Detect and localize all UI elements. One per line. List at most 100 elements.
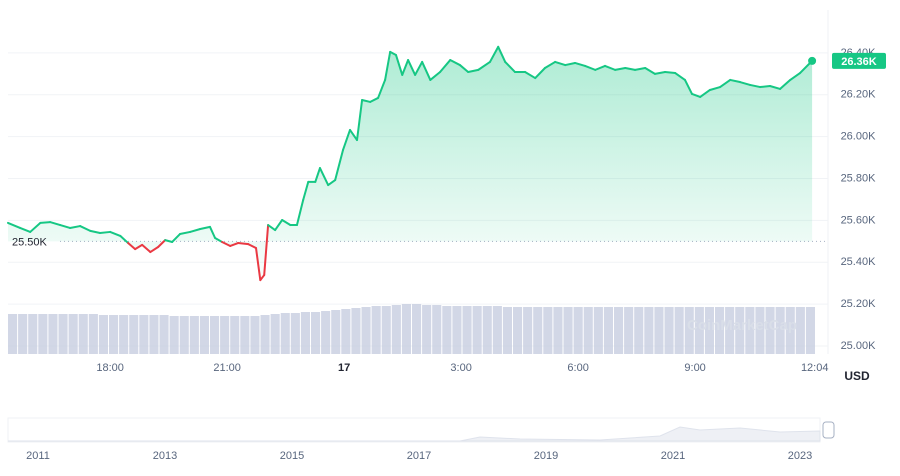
volume-bar (58, 314, 68, 354)
volume-bar (381, 306, 391, 354)
navigator-tick-label: 2011 (26, 450, 50, 462)
volume-bar (745, 307, 755, 354)
volume-bar (361, 307, 371, 354)
volume-bar (614, 307, 624, 354)
price-segment (421, 60, 432, 81)
price-segment (395, 54, 404, 76)
price-segment (255, 247, 262, 282)
volume-bar (38, 314, 48, 354)
price-segment (141, 243, 152, 254)
volume-bar (442, 306, 452, 354)
price-segment (439, 59, 452, 73)
price-segment (59, 224, 72, 229)
volume-bar (331, 310, 341, 354)
volume-bar (765, 307, 775, 354)
price-segment (534, 66, 546, 80)
x-tick-label: 12:04 (801, 362, 829, 374)
x-tick-label: 17 (338, 362, 350, 374)
price-segment (259, 274, 266, 282)
volume-bar (401, 304, 411, 354)
volume-bar (149, 315, 159, 354)
volume-bar (129, 315, 139, 354)
price-segment (614, 66, 627, 71)
price-segment (221, 240, 232, 247)
price-segment (149, 246, 160, 254)
volume-bar (341, 309, 351, 354)
price-segment (214, 237, 224, 243)
price-segment (29, 221, 42, 233)
price-segment (281, 219, 292, 227)
price-segment (356, 99, 364, 142)
volume-bar (321, 311, 331, 354)
price-segment (199, 225, 211, 231)
volume-bar (300, 312, 310, 354)
navigator-tick-label: 2013 (153, 450, 177, 462)
navigator-tick-label: 2021 (661, 450, 685, 462)
price-segment (263, 224, 270, 277)
volume-bar (755, 307, 765, 354)
price-segment (119, 234, 130, 245)
price-segment (341, 128, 351, 152)
volume-bar (250, 316, 260, 354)
price-segment (89, 229, 102, 234)
price-segment (594, 64, 607, 71)
price-segment (384, 50, 392, 81)
y-tick-label: 25.60K (841, 214, 877, 226)
price-segment (295, 198, 305, 227)
price-segment (759, 85, 771, 89)
volume-bar (553, 307, 563, 354)
price-segment (49, 221, 62, 227)
volume-bar (88, 314, 98, 354)
price-segment (407, 59, 417, 76)
volume-bar (644, 307, 654, 354)
volume-bar (290, 313, 300, 354)
volume-bar (523, 307, 533, 354)
price-segment (429, 70, 442, 81)
navigator-tick-label: 2019 (534, 450, 558, 462)
baseline-label: 25.50K (12, 236, 48, 248)
price-segment (564, 61, 577, 67)
price-segment (738, 81, 752, 86)
volume-bar (674, 307, 684, 354)
current-price-box (832, 52, 886, 69)
volume-bar (775, 307, 785, 354)
price-segment (237, 242, 250, 246)
price-segment (524, 70, 537, 80)
volume-bar (48, 314, 58, 354)
volume-bar (139, 315, 149, 354)
price-segment (504, 60, 516, 73)
volume-bar (583, 307, 593, 354)
y-tick-label: 25.80K (841, 172, 877, 184)
price-segment (477, 60, 491, 71)
volume-bar (210, 316, 220, 354)
price-segment (178, 230, 192, 236)
volume-bar (8, 314, 18, 354)
volume-bar (280, 313, 290, 354)
volume-bar (371, 306, 381, 354)
volume-bar (351, 308, 361, 354)
x-tick-label: 6:00 (567, 362, 588, 374)
price-segment (99, 230, 112, 234)
navigator-handle[interactable] (822, 421, 835, 439)
price-segment (302, 180, 310, 201)
price-segment (209, 225, 217, 240)
volume-bar (543, 307, 553, 354)
price-segment (267, 224, 277, 232)
volume-bar (482, 306, 492, 354)
volume-bar (573, 307, 583, 354)
price-segment (19, 226, 32, 233)
volume-bar (502, 307, 512, 354)
volume-bar (391, 305, 401, 354)
volume-bar (422, 305, 432, 354)
volume-bar (603, 307, 613, 354)
price-segment (314, 167, 321, 183)
price-segment (69, 225, 82, 229)
last-point (808, 56, 817, 65)
price-segment (497, 45, 507, 63)
x-tick-label: 9:00 (684, 362, 705, 374)
price-segment (7, 221, 22, 229)
volume-bar (452, 306, 462, 354)
volume-bar (795, 307, 805, 354)
price-segment (644, 66, 656, 75)
